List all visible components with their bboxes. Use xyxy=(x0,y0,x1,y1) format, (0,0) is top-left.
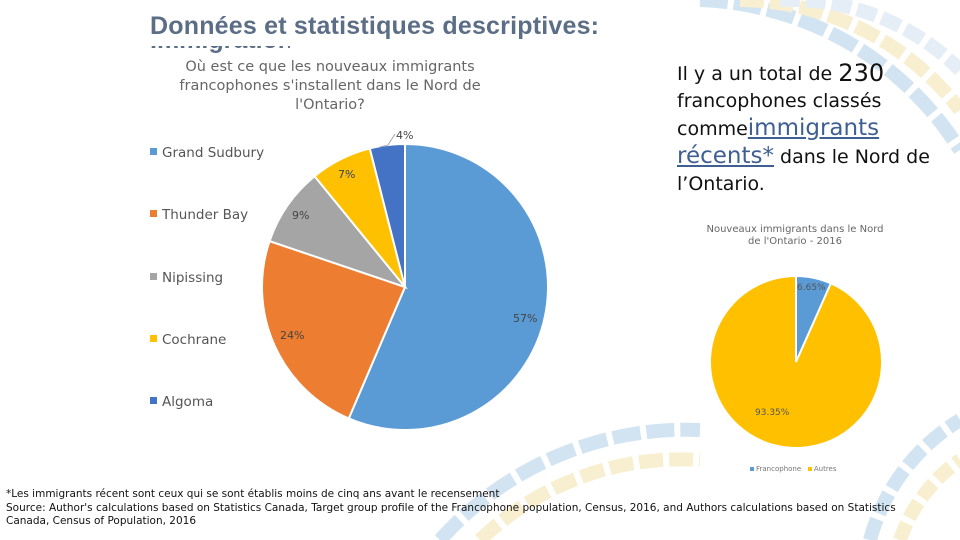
legend-item-nipissing: Nipissing xyxy=(150,270,223,286)
pie1-slice-thunder-bay xyxy=(261,239,407,420)
pie1-slice-grand-sudbury xyxy=(347,142,549,431)
pie1-leader-line xyxy=(344,171,353,177)
legend-swatch xyxy=(150,210,157,217)
total-statement: Il y a un total de 230 francophones class… xyxy=(677,60,947,198)
legend-item-grand-sudbury: Grand Sudbury xyxy=(150,145,264,161)
chart1-title: Où est ce que les nouveaux immigrants fr… xyxy=(179,59,481,113)
legend-swatch xyxy=(807,467,812,471)
footnote: *Les immigrants récent sont ceux qui se … xyxy=(6,488,906,529)
legend2-francophone: Francophone xyxy=(756,465,802,473)
slide-title: Données et statistiques descriptives: xyxy=(150,12,600,40)
pie1-leader-line xyxy=(379,133,396,148)
statement-part3: dans le Nord de l’Ontario. xyxy=(677,146,930,195)
legend-swatch xyxy=(150,335,157,342)
pie2-label-autres: 93.35% xyxy=(755,408,790,418)
statement-part1: Il y a un total de xyxy=(677,63,839,85)
footnote-definition: *Les immigrants récent sont ceux qui se … xyxy=(6,488,500,500)
pie1-slice-nipissing xyxy=(268,174,408,290)
legend-swatch xyxy=(150,397,157,404)
pie1-label-algoma: 4% xyxy=(396,129,414,142)
chart2-legend: Francophone Autres xyxy=(750,465,837,473)
legend-item-algoma: Algoma xyxy=(150,394,213,410)
pie1-label-thunder-bay: 24% xyxy=(280,329,305,342)
statement-part2: francophones classés comme xyxy=(677,90,882,140)
legend2-autres: Autres xyxy=(813,465,837,473)
footnote-source: Source: Author's calculations based on S… xyxy=(6,501,896,528)
slide-title-clipped: Immigration xyxy=(150,46,290,56)
legend-item-cochrane: Cochrane xyxy=(150,332,226,348)
legend-item-thunder-bay: Thunder Bay xyxy=(150,207,248,223)
pie1-label-grand-sudbury: 57% xyxy=(513,312,538,325)
pie2-label-francophone: 6.65% xyxy=(797,283,826,293)
legend-swatch xyxy=(150,148,157,155)
pie1-label-nipissing: 9% xyxy=(292,209,310,222)
pie1-label-cochrane: 7% xyxy=(338,168,356,181)
legend-swatch xyxy=(150,273,157,280)
pie2-slice-autres xyxy=(709,274,883,449)
recent-immigrants-link[interactable]: immigrants récents* xyxy=(677,115,880,169)
chart2-title: Nouveaux immigrants dans le Nord de l'On… xyxy=(706,224,884,247)
total-number: 230 xyxy=(838,59,885,87)
legend-swatch xyxy=(750,467,754,471)
